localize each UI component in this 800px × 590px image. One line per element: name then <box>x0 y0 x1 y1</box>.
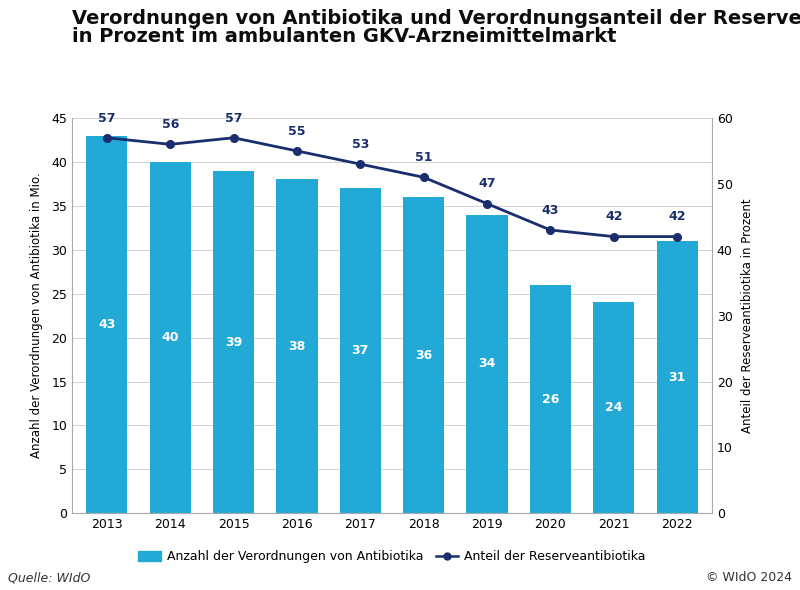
Bar <box>657 241 698 513</box>
Anteil der Reserveantibiotika <box>102 135 112 142</box>
Anteil der Reserveantibiotika <box>166 141 175 148</box>
Text: 53: 53 <box>352 138 369 151</box>
Text: 42: 42 <box>668 211 686 224</box>
Text: 34: 34 <box>478 358 496 371</box>
Text: 37: 37 <box>352 345 369 358</box>
Bar <box>276 179 318 513</box>
Text: 55: 55 <box>288 124 306 138</box>
Legend: Anzahl der Verordnungen von Antibiotika, Anteil der Reserveantibiotika: Anzahl der Verordnungen von Antibiotika,… <box>133 545 651 568</box>
Text: 24: 24 <box>605 401 622 414</box>
Text: 40: 40 <box>162 331 179 344</box>
Text: Verordnungen von Antibiotika und Verordnungsanteil der Reserveantibiotika: Verordnungen von Antibiotika und Verordn… <box>72 9 800 28</box>
Text: 56: 56 <box>162 118 179 131</box>
Y-axis label: Anteil der Reserveantibiotika in Prozent: Anteil der Reserveantibiotika in Prozent <box>741 198 754 433</box>
Anteil der Reserveantibiotika <box>672 233 682 240</box>
Anteil der Reserveantibiotika <box>292 148 302 155</box>
Text: 36: 36 <box>415 349 432 362</box>
Text: 57: 57 <box>98 112 116 124</box>
Text: in Prozent im ambulanten GKV-Arzneimittelmarkt: in Prozent im ambulanten GKV-Arzneimitte… <box>72 27 617 45</box>
Text: 57: 57 <box>225 112 242 124</box>
Text: 39: 39 <box>225 336 242 349</box>
Bar <box>466 215 508 513</box>
Text: 26: 26 <box>542 392 559 405</box>
Text: 42: 42 <box>605 211 622 224</box>
Text: Quelle: WIdO: Quelle: WIdO <box>8 571 90 584</box>
Text: 38: 38 <box>288 340 306 353</box>
Text: 47: 47 <box>478 178 496 191</box>
Text: 31: 31 <box>669 371 686 384</box>
Anteil der Reserveantibiotika <box>419 173 429 181</box>
Bar <box>213 171 254 513</box>
Text: 43: 43 <box>542 204 559 217</box>
Anteil der Reserveantibiotika <box>546 227 555 234</box>
Text: 51: 51 <box>415 151 433 164</box>
Bar <box>86 136 127 513</box>
Anteil der Reserveantibiotika <box>229 135 238 142</box>
Bar <box>530 285 571 513</box>
Bar <box>340 188 381 513</box>
Y-axis label: Anzahl der Verordnungen von Antibiotika in Mio.: Anzahl der Verordnungen von Antibiotika … <box>30 173 43 458</box>
Text: © WIdO 2024: © WIdO 2024 <box>706 571 792 584</box>
Bar <box>593 303 634 513</box>
Anteil der Reserveantibiotika <box>355 160 365 168</box>
Anteil der Reserveantibiotika <box>482 200 492 207</box>
Bar <box>403 197 444 513</box>
Anteil der Reserveantibiotika <box>609 233 618 240</box>
Line: Anteil der Reserveantibiotika: Anteil der Reserveantibiotika <box>103 134 681 240</box>
Text: 43: 43 <box>98 318 115 331</box>
Bar <box>150 162 191 513</box>
